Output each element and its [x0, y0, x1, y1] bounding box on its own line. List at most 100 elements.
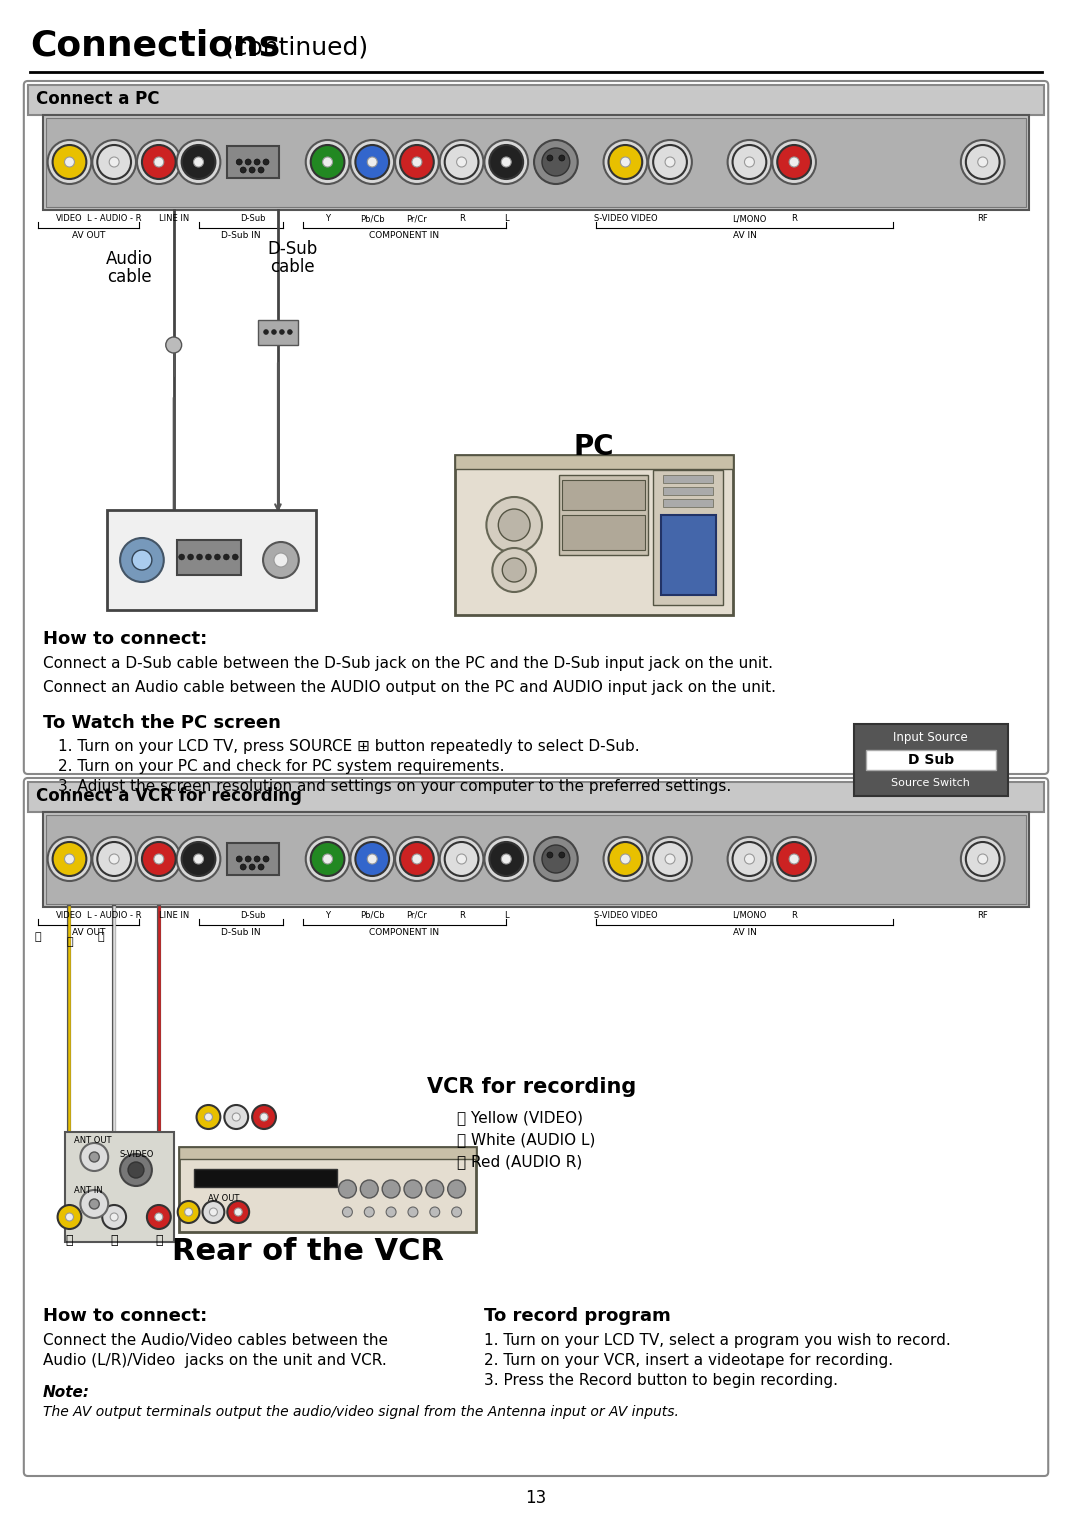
- Text: R: R: [459, 912, 464, 919]
- Circle shape: [109, 157, 119, 166]
- Circle shape: [188, 554, 193, 560]
- Circle shape: [489, 145, 523, 179]
- Circle shape: [137, 837, 180, 881]
- Bar: [653, 470, 723, 605]
- Text: LINE IN: LINE IN: [159, 214, 189, 223]
- Circle shape: [648, 837, 692, 881]
- Circle shape: [404, 1180, 422, 1199]
- Circle shape: [120, 538, 164, 582]
- Circle shape: [546, 852, 553, 858]
- Circle shape: [789, 854, 799, 864]
- Text: LINE IN: LINE IN: [159, 912, 189, 919]
- Circle shape: [225, 1106, 248, 1128]
- Circle shape: [323, 157, 333, 166]
- Circle shape: [411, 157, 422, 166]
- Circle shape: [205, 554, 212, 560]
- Bar: [562, 515, 645, 550]
- Circle shape: [355, 145, 389, 179]
- Circle shape: [311, 145, 345, 179]
- Text: AV IN: AV IN: [732, 231, 756, 240]
- Circle shape: [97, 145, 131, 179]
- Circle shape: [498, 508, 530, 541]
- Circle shape: [240, 864, 246, 870]
- Circle shape: [234, 1208, 242, 1215]
- Circle shape: [264, 857, 269, 863]
- Text: How to connect:: How to connect:: [43, 631, 207, 647]
- Text: VIDEO: VIDEO: [56, 912, 83, 919]
- Circle shape: [648, 140, 692, 183]
- Circle shape: [728, 837, 771, 881]
- Circle shape: [426, 1180, 444, 1199]
- Circle shape: [271, 330, 276, 334]
- Text: RF: RF: [977, 912, 988, 919]
- Circle shape: [178, 554, 185, 560]
- Circle shape: [197, 554, 202, 560]
- Circle shape: [961, 140, 1004, 183]
- Circle shape: [53, 841, 86, 876]
- Circle shape: [227, 1202, 249, 1223]
- Circle shape: [966, 145, 1000, 179]
- Circle shape: [501, 157, 511, 166]
- Text: 2. Turn on your PC and check for PC system requirements.: 2. Turn on your PC and check for PC syst…: [57, 759, 504, 774]
- Circle shape: [193, 157, 203, 166]
- Circle shape: [90, 1199, 99, 1209]
- Circle shape: [744, 854, 755, 864]
- Circle shape: [177, 837, 220, 881]
- FancyBboxPatch shape: [24, 777, 1049, 1477]
- Circle shape: [620, 157, 631, 166]
- Bar: [663, 475, 713, 483]
- Bar: [663, 499, 713, 507]
- Circle shape: [367, 854, 377, 864]
- Circle shape: [492, 548, 536, 592]
- Text: ⓨ: ⓨ: [66, 1234, 73, 1248]
- Circle shape: [451, 1206, 461, 1217]
- Text: ANT IN: ANT IN: [75, 1186, 103, 1196]
- Circle shape: [120, 1154, 152, 1186]
- Circle shape: [245, 857, 252, 863]
- Circle shape: [110, 1212, 118, 1222]
- Circle shape: [210, 1208, 217, 1215]
- Circle shape: [489, 841, 523, 876]
- Circle shape: [306, 140, 350, 183]
- Circle shape: [237, 159, 242, 165]
- Text: Input Source: Input Source: [893, 731, 968, 744]
- Text: R: R: [459, 214, 464, 223]
- Text: ⓨ: ⓨ: [35, 931, 41, 942]
- Circle shape: [147, 1205, 171, 1229]
- Text: How to connect:: How to connect:: [43, 1307, 207, 1325]
- Circle shape: [245, 159, 252, 165]
- Bar: [193, 1170, 337, 1186]
- Circle shape: [558, 156, 565, 160]
- Circle shape: [48, 837, 92, 881]
- Circle shape: [502, 557, 526, 582]
- Text: D-Sub IN: D-Sub IN: [221, 231, 260, 240]
- Bar: [865, 750, 996, 770]
- Text: (continued): (continued): [216, 35, 368, 60]
- Circle shape: [546, 156, 553, 160]
- Text: R: R: [792, 912, 797, 919]
- Text: D-Sub: D-Sub: [241, 214, 266, 223]
- Circle shape: [129, 1162, 144, 1177]
- Circle shape: [408, 1206, 418, 1217]
- Text: COMPONENT IN: COMPONENT IN: [369, 231, 440, 240]
- Circle shape: [264, 330, 269, 334]
- Text: D Sub: D Sub: [907, 753, 954, 767]
- Circle shape: [485, 837, 528, 881]
- Bar: [455, 455, 732, 469]
- Circle shape: [665, 854, 675, 864]
- Text: AV IN: AV IN: [732, 928, 756, 938]
- Text: Connect a PC: Connect a PC: [36, 90, 159, 108]
- Circle shape: [620, 854, 631, 864]
- Circle shape: [232, 1113, 240, 1121]
- Circle shape: [732, 145, 767, 179]
- Circle shape: [355, 841, 389, 876]
- Text: L - AUDIO - R: L - AUDIO - R: [86, 214, 141, 223]
- Bar: [227, 147, 279, 179]
- Circle shape: [260, 1113, 268, 1121]
- Circle shape: [778, 145, 811, 179]
- Text: 1. Turn on your LCD TV, select a program you wish to record.: 1. Turn on your LCD TV, select a program…: [485, 1333, 951, 1348]
- Circle shape: [232, 554, 239, 560]
- Text: ⓨ Yellow (VIDEO): ⓨ Yellow (VIDEO): [457, 1110, 582, 1125]
- Circle shape: [338, 1180, 356, 1199]
- Text: 1. Turn on your LCD TV, press SOURCE ⊞ button repeatedly to select D-Sub.: 1. Turn on your LCD TV, press SOURCE ⊞ b…: [57, 739, 639, 754]
